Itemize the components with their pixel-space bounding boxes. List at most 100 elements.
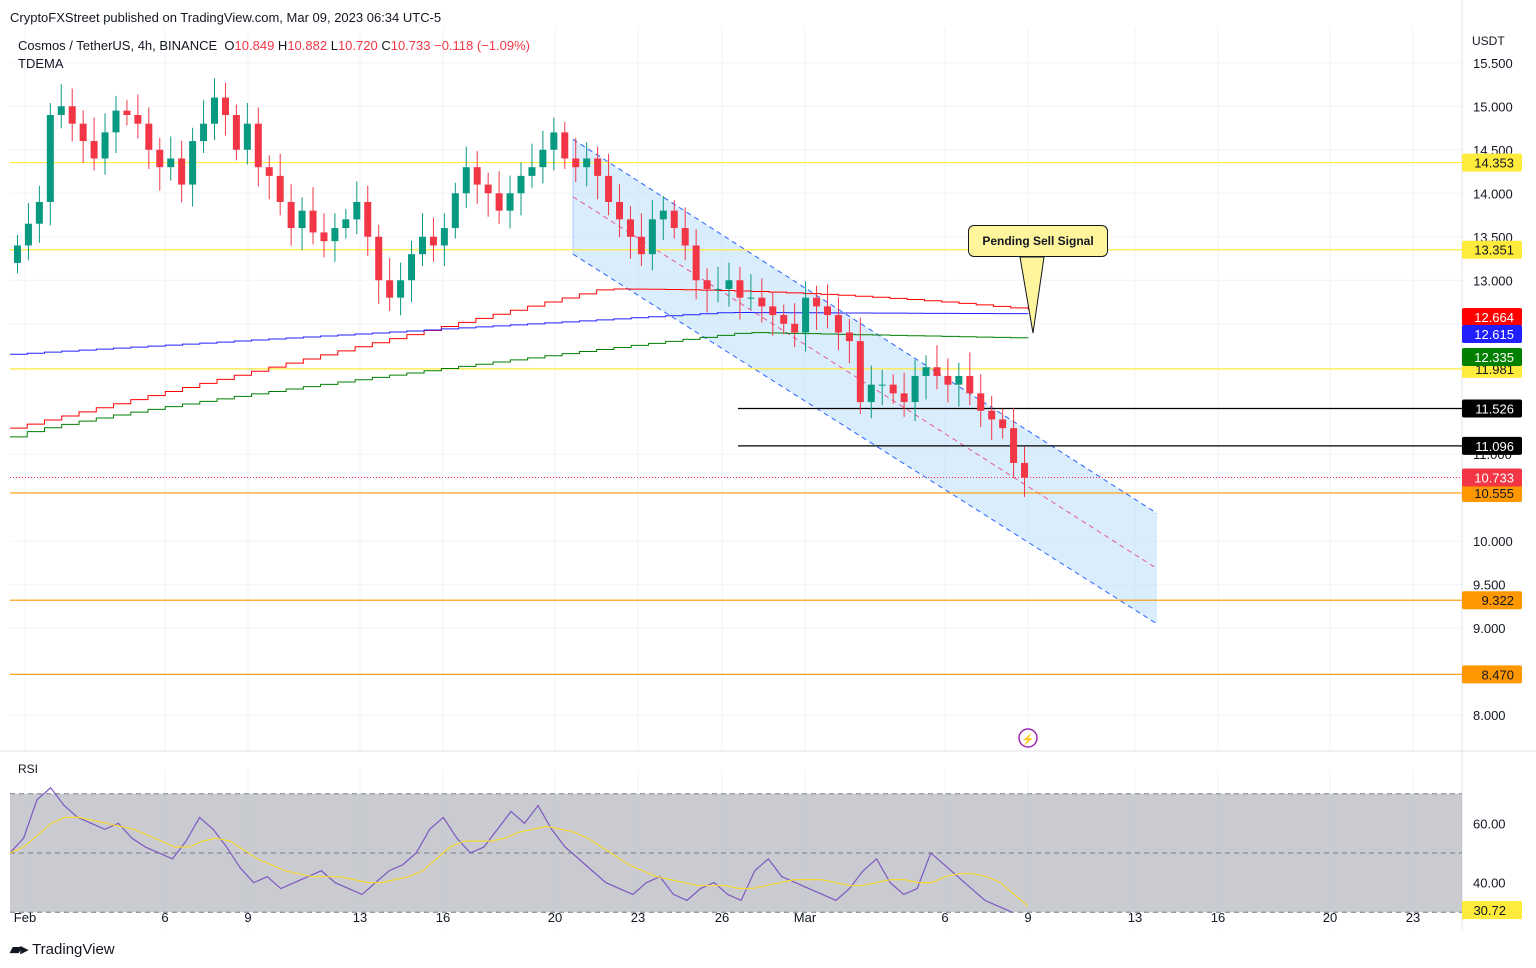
channel-fill	[573, 139, 1157, 624]
candle-body	[397, 280, 405, 298]
level-axis-label-bg	[1462, 483, 1522, 502]
x-tick-label: 13	[1128, 910, 1142, 925]
candle-body	[933, 367, 941, 376]
y-tick-label: 15.000	[1473, 99, 1513, 114]
candle-body	[1021, 462, 1029, 478]
candle-body	[57, 106, 65, 115]
x-tick-label: Feb	[14, 910, 36, 925]
candle-body	[167, 158, 175, 168]
change-value: −0.118 (−1.09%)	[434, 38, 530, 53]
channel-upper	[572, 138, 1158, 514]
level-axis-label-bg	[1462, 399, 1522, 418]
x-tick-label: 9	[244, 910, 251, 925]
x-tick-label: 23	[1406, 910, 1420, 925]
candle-body	[418, 236, 426, 255]
candle-body	[364, 201, 372, 237]
candle-body	[145, 123, 153, 150]
candle-body	[834, 315, 842, 333]
candle-body	[320, 232, 328, 242]
ema-axis-label: 12.664	[1474, 310, 1514, 325]
candle-body	[670, 210, 678, 229]
candle-body	[867, 384, 875, 403]
rsi-label[interactable]: RSI	[18, 762, 39, 776]
callout-pointer	[1019, 256, 1045, 334]
level-axis-label-bg	[1462, 153, 1522, 172]
candle-body	[211, 97, 219, 124]
candle-body	[46, 114, 54, 202]
candle-body	[659, 210, 667, 220]
high-value: 10.882	[287, 38, 328, 53]
candle-body	[287, 201, 295, 229]
open-label: O	[224, 38, 235, 53]
candle-body	[112, 110, 120, 133]
candle-body	[813, 297, 821, 307]
candle-body	[375, 236, 383, 281]
level-axis-label: 8.470	[1481, 667, 1514, 682]
indicator-label[interactable]: TDEMA	[18, 56, 64, 71]
channel-lower	[572, 253, 1158, 625]
candle-body	[747, 297, 755, 299]
level-axis-label: 11.096	[1475, 439, 1514, 454]
candle-body	[386, 280, 394, 298]
rsi-ma-line	[9, 816, 1029, 907]
candle-body	[189, 141, 197, 185]
rsi-line	[9, 786, 1013, 913]
candle-body	[353, 201, 361, 220]
level-axis-label-bg	[1462, 436, 1522, 455]
close-value: 10.733	[390, 38, 431, 53]
candle-body	[845, 332, 853, 342]
ema-red-line	[10, 288, 1029, 429]
y-tick-label: 9.000	[1473, 621, 1506, 636]
candle-body	[889, 384, 897, 394]
lightning-glyph: ⚡	[1021, 733, 1035, 746]
channel-mid	[572, 196, 1158, 570]
candle-body	[123, 110, 131, 115]
candle-body	[692, 245, 700, 281]
candle-body	[999, 419, 1007, 429]
y-tick-label: 14.000	[1473, 186, 1513, 201]
candle-body	[616, 201, 624, 220]
candle-body	[528, 167, 536, 176]
candle-body	[823, 306, 831, 316]
close-label: C	[381, 38, 391, 53]
candle-body	[605, 175, 613, 202]
branding[interactable]: ▰▸ TradingView	[10, 940, 115, 959]
ema-axis-label-bg	[1462, 325, 1522, 343]
candle-body	[254, 123, 262, 168]
candle-body	[408, 254, 416, 281]
candle-body	[955, 375, 963, 385]
x-tick-label: 16	[1211, 910, 1225, 925]
level-axis-label-bg	[1462, 240, 1522, 259]
ema-axis-label-bg	[1462, 348, 1522, 366]
candle-body	[977, 393, 985, 411]
currency-label[interactable]: USDT	[1472, 34, 1505, 48]
candle-body	[550, 132, 558, 150]
candle-body	[156, 149, 164, 168]
candle-body	[791, 323, 799, 333]
candle-body	[134, 114, 142, 124]
x-tick-label: 13	[353, 910, 367, 925]
candle-body	[79, 123, 87, 142]
level-axis-label: 13.351	[1474, 243, 1514, 258]
candle-body	[221, 97, 229, 115]
lightning-icon	[1018, 728, 1038, 748]
symbol-name[interactable]: Cosmos / TetherUS, 4h, BINANCE	[18, 38, 218, 53]
branding-text: TradingView	[32, 940, 115, 958]
published-line: CryptoFXStreet published on TradingView.…	[10, 10, 442, 25]
level-axis-label-bg	[1462, 591, 1522, 610]
candle-body	[265, 167, 273, 176]
candle-body	[944, 375, 952, 385]
candle-body	[200, 123, 208, 142]
candle-body	[626, 219, 634, 237]
candle-body	[462, 167, 470, 194]
candle-body	[802, 297, 810, 333]
candle-body	[473, 167, 481, 185]
candle-body	[725, 280, 733, 289]
candle-body	[922, 367, 930, 376]
candle-body	[298, 210, 306, 229]
tradingview-logo-icon: ▰▸	[10, 941, 28, 958]
level-axis-label-bg	[1462, 665, 1522, 684]
candle-body	[440, 228, 448, 246]
y-tick-label: 13.000	[1473, 273, 1513, 288]
